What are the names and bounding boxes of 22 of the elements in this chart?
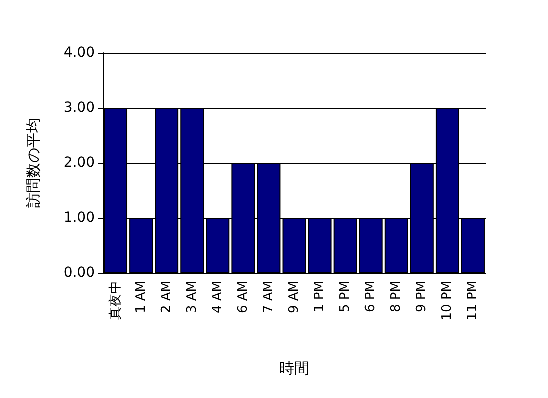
y-tick-label: 2.00 bbox=[64, 155, 95, 171]
x-tick-label: 8 PM bbox=[389, 281, 404, 312]
x-tick-label: 9 PM bbox=[414, 281, 430, 312]
y-tick-label: 0.00 bbox=[64, 265, 95, 281]
x-tick-label: 1 PM bbox=[312, 281, 328, 312]
y-axis-title: 訪問数の平均 bbox=[24, 118, 42, 208]
y-tick-label: 4.00 bbox=[64, 45, 95, 61]
x-tick-label: 3 AM bbox=[184, 281, 200, 314]
x-tick-label: 6 AM bbox=[236, 281, 251, 314]
x-axis-title: 時間 bbox=[280, 360, 310, 378]
x-tick-label: 11 PM bbox=[466, 281, 481, 321]
x-tick-label: 6 PM bbox=[364, 281, 379, 312]
y-tick-label: 1.00 bbox=[64, 210, 95, 226]
x-tick-label: 1 AM bbox=[134, 281, 149, 314]
x-tick-label: 真夜中 bbox=[107, 281, 124, 320]
x-tick-label: 7 AM bbox=[261, 281, 276, 314]
x-tick-label: 5 PM bbox=[338, 281, 354, 312]
x-tick-label: 9 AM bbox=[287, 281, 302, 314]
x-tick-label: 4 AM bbox=[210, 281, 226, 314]
x-tick-label: 10 PM bbox=[440, 281, 456, 321]
x-tick-label: 2 AM bbox=[159, 281, 174, 314]
y-tick-label: 3.00 bbox=[64, 100, 95, 116]
